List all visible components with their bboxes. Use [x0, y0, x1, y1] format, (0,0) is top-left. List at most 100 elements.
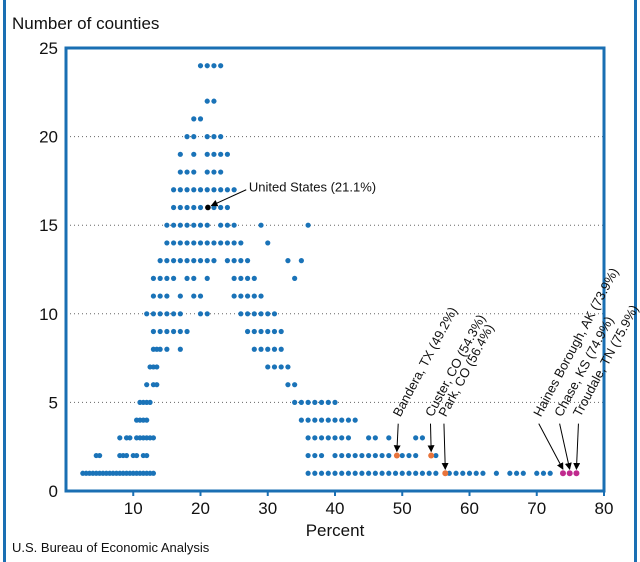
- data-point: [534, 470, 540, 476]
- x-axis-title: Percent: [306, 521, 365, 540]
- data-point: [285, 364, 291, 370]
- data-point: [191, 204, 197, 211]
- point-troudale-tn: [573, 470, 580, 477]
- data-point: [204, 169, 210, 175]
- data-point: [446, 470, 452, 476]
- data-point: [352, 452, 358, 459]
- data-point: [157, 346, 163, 352]
- data-point: [305, 222, 311, 228]
- data-point: [244, 293, 251, 299]
- data-point: [520, 470, 526, 476]
- data-point: [318, 435, 325, 441]
- data-point: [184, 204, 190, 211]
- data-point: [419, 435, 426, 441]
- arrow-custer-co: [427, 423, 435, 453]
- data-point: [244, 258, 251, 264]
- y-tick-label-5: 5: [49, 393, 58, 412]
- data-point: [191, 151, 197, 157]
- chart-frame: [3, 0, 637, 562]
- data-point: [218, 222, 224, 228]
- data-point: [177, 151, 183, 157]
- data-point: [366, 452, 372, 459]
- data-point: [372, 452, 378, 459]
- data-point: [265, 346, 271, 352]
- data-point: [177, 187, 183, 193]
- data-point: [392, 470, 399, 476]
- data-point: [332, 470, 338, 476]
- data-point: [513, 470, 520, 476]
- data-point: [312, 417, 318, 423]
- data-point: [339, 470, 345, 476]
- data-point: [352, 417, 358, 423]
- data-point: [238, 258, 244, 264]
- data-point: [345, 470, 352, 476]
- data-point: [204, 258, 210, 264]
- data-point: [177, 328, 183, 335]
- data-point: [332, 399, 338, 405]
- data-point: [154, 364, 160, 370]
- data-point: [231, 222, 237, 228]
- data-point: [191, 187, 197, 193]
- data-point: [197, 63, 204, 69]
- data-point: [218, 187, 224, 193]
- data-point: [218, 169, 224, 175]
- y-tick-label-0: 0: [49, 482, 58, 501]
- data-point: [171, 311, 177, 317]
- data-point: [144, 311, 150, 317]
- data-point: [325, 435, 331, 441]
- data-point: [305, 417, 311, 423]
- data-point: [507, 470, 513, 476]
- data-point: [318, 452, 325, 459]
- data-point: [406, 452, 412, 459]
- data-point: [372, 435, 378, 441]
- data-point: [191, 222, 197, 228]
- data-point: [244, 311, 251, 317]
- arrow-haines-borough-ak: [538, 423, 564, 470]
- data-point: [204, 240, 210, 246]
- data-point: [251, 275, 257, 281]
- data-point: [204, 187, 210, 193]
- data-point: [191, 134, 197, 140]
- data-point: [359, 452, 365, 459]
- data-point: [211, 258, 217, 264]
- data-point: [305, 399, 311, 405]
- data-point: [150, 328, 157, 335]
- data-point: [231, 275, 237, 281]
- data-point: [171, 258, 177, 264]
- data-point: [265, 328, 271, 335]
- data-point: [184, 240, 190, 246]
- data-point: [352, 470, 358, 476]
- data-point: [157, 275, 163, 281]
- data-point: [480, 470, 486, 476]
- data-point: [278, 364, 284, 370]
- data-point: [211, 240, 217, 246]
- data-point: [473, 470, 479, 476]
- data-point: [312, 399, 318, 405]
- x-tick-label-60: 60: [460, 499, 479, 518]
- data-point: [177, 293, 183, 299]
- data-point: [211, 187, 217, 193]
- data-point: [305, 452, 311, 459]
- data-point: [493, 470, 499, 476]
- data-point: [231, 293, 237, 299]
- data-point: [144, 417, 150, 423]
- data-point: [177, 258, 183, 264]
- data-point: [177, 222, 183, 228]
- data-point: [399, 470, 405, 476]
- data-point: [433, 452, 439, 459]
- data-point: [211, 63, 217, 69]
- data-point: [359, 470, 365, 476]
- data-point: [197, 187, 204, 193]
- data-point: [265, 364, 271, 370]
- point-united-states: [205, 204, 211, 211]
- data-point: [184, 187, 190, 193]
- data-point: [258, 346, 264, 352]
- data-point: [184, 275, 190, 281]
- data-point: [339, 417, 345, 423]
- data-point: [540, 470, 547, 476]
- data-point: [305, 435, 311, 441]
- data-point: [466, 470, 473, 476]
- data-point: [164, 275, 170, 281]
- data-point: [332, 452, 338, 459]
- data-point: [211, 151, 217, 157]
